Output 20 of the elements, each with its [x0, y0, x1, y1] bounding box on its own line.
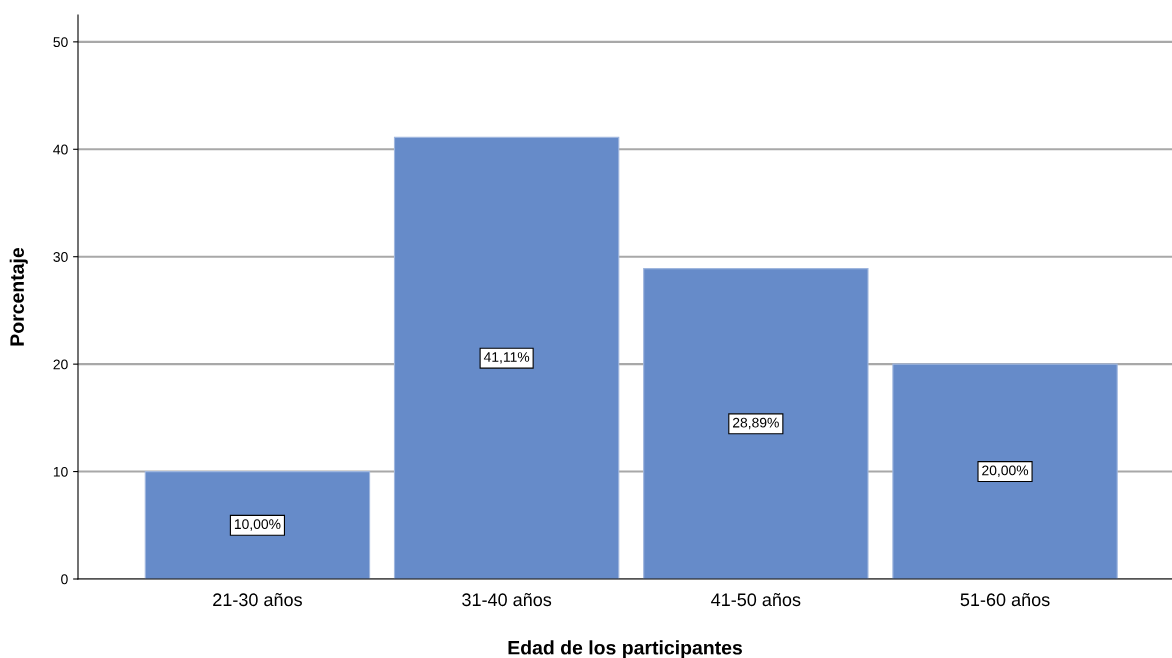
x-axis-title: Edad de los participantes [508, 640, 742, 658]
y-tick-label: 40 [53, 144, 68, 155]
y-tick-label: 30 [53, 252, 68, 262]
data-label: 41,11% [483, 352, 530, 364]
bar [144, 471, 371, 579]
x-tick-label: 51-60 años [960, 593, 1050, 607]
y-tick-label: 50 [53, 37, 68, 48]
x-tick-label: 41-50 años [711, 593, 801, 607]
data-label: 28,89% [732, 417, 779, 430]
y-tick-label: 10 [53, 466, 68, 477]
y-tick-label: 20 [53, 359, 68, 370]
x-tick-label: 21-30 años [213, 593, 302, 607]
bar [643, 268, 869, 579]
x-tick-label: 31-40 años [462, 593, 552, 607]
bar [393, 136, 620, 579]
y-axis-title: Porcentaje [9, 247, 28, 346]
y-tick-label: 0 [61, 574, 68, 585]
bar [892, 363, 1118, 579]
data-label: 20,00% [982, 465, 1029, 477]
data-label: 10,00% [234, 519, 281, 531]
